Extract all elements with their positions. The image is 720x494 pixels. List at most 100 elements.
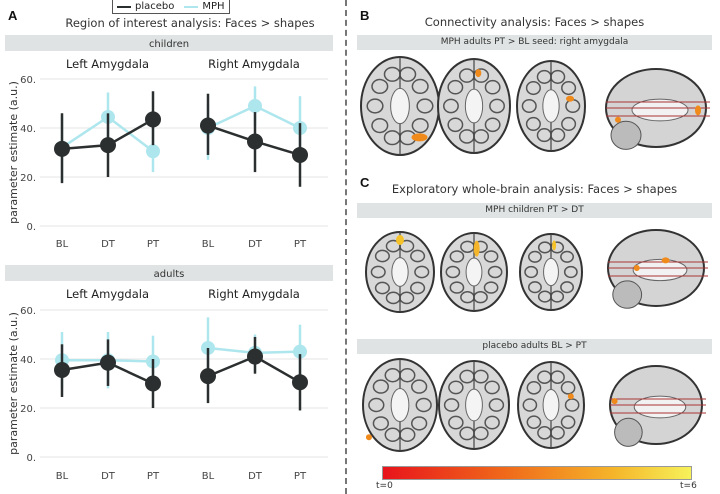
ventricle bbox=[465, 257, 483, 287]
sagittal-brain-slice bbox=[605, 68, 710, 150]
x-tick-label: DT bbox=[101, 471, 116, 482]
gyrus bbox=[560, 381, 576, 395]
gyrus bbox=[484, 79, 501, 95]
facet-title: Right Amygdala bbox=[208, 57, 300, 71]
gyrus bbox=[527, 250, 542, 263]
y-tick-label: 0. bbox=[26, 222, 36, 233]
activation-blob bbox=[566, 95, 575, 102]
gyrus bbox=[449, 250, 465, 263]
facet-title: Left Amygdala bbox=[66, 57, 149, 71]
gyrus bbox=[522, 398, 538, 412]
activation-blob bbox=[661, 257, 670, 264]
facet-strip bbox=[5, 35, 333, 51]
gyrus bbox=[563, 265, 578, 279]
gyrus bbox=[411, 117, 429, 134]
data-point bbox=[292, 374, 308, 391]
legend-swatch-mph bbox=[184, 5, 199, 8]
axial-brain-slice bbox=[362, 358, 438, 452]
data-point bbox=[247, 133, 263, 150]
ventricle bbox=[391, 257, 409, 287]
data-point bbox=[145, 111, 161, 128]
series-placebo bbox=[200, 93, 308, 187]
ventricle bbox=[464, 88, 484, 124]
series-placebo bbox=[54, 339, 161, 408]
gyrus bbox=[524, 265, 539, 279]
panel-c-strip-adults: placebo adults BL > PT bbox=[357, 339, 712, 354]
corpus-callosum bbox=[632, 258, 688, 282]
facet-strip bbox=[5, 265, 333, 281]
data-point bbox=[200, 117, 216, 134]
panel-c-strip-children: MPH children PT > DT bbox=[357, 203, 712, 218]
activation-blob bbox=[615, 116, 621, 123]
gyrus bbox=[560, 415, 576, 429]
corpus-callosum bbox=[631, 98, 689, 122]
chart-children: children 0. 20. 40. 60.parameter estimate (a… bbox=[5, 35, 333, 250]
gyrus bbox=[411, 379, 428, 394]
x-tick-label: PT bbox=[294, 239, 307, 250]
ventricle bbox=[465, 388, 483, 422]
gyrus bbox=[521, 98, 537, 114]
y-tick-label: 40. bbox=[20, 124, 36, 135]
y-tick-label: 20. bbox=[20, 404, 36, 415]
data-point bbox=[200, 368, 216, 385]
panel-c-label: C bbox=[360, 175, 370, 190]
data-point bbox=[54, 362, 70, 379]
legend-label-placebo: placebo bbox=[135, 1, 175, 12]
gyrus bbox=[560, 281, 575, 294]
x-tick-label: BL bbox=[56, 471, 69, 482]
y-axis-label: parameter estimate (a.u.) bbox=[7, 81, 20, 224]
x-tick-label: PT bbox=[147, 239, 160, 250]
gyrus bbox=[488, 398, 505, 412]
y-tick-label: 60. bbox=[20, 75, 36, 86]
data-point bbox=[146, 144, 160, 159]
colorbar-min-label: t=0 bbox=[376, 481, 393, 491]
facet-strip-label: adults bbox=[154, 269, 185, 280]
gyrus bbox=[447, 117, 464, 133]
ventricle bbox=[390, 387, 410, 423]
x-tick-label: BL bbox=[202, 471, 215, 482]
gyrus bbox=[484, 380, 500, 395]
gyrus bbox=[526, 381, 542, 395]
activation-blob bbox=[552, 240, 557, 251]
gyrus bbox=[561, 116, 577, 132]
axial-brain-slice bbox=[438, 360, 510, 450]
data-point bbox=[100, 137, 116, 154]
gyrus bbox=[489, 98, 505, 114]
cerebellum bbox=[614, 417, 643, 447]
panel-a-label: A bbox=[8, 8, 18, 23]
facet-title: Left Amygdala bbox=[66, 287, 149, 301]
x-tick-label: DT bbox=[248, 471, 263, 482]
activation-blob bbox=[633, 265, 640, 271]
x-tick-label: BL bbox=[56, 239, 69, 250]
cerebellum bbox=[612, 280, 643, 309]
ventricle bbox=[543, 257, 559, 287]
gyrus bbox=[410, 249, 426, 263]
chart-adults: adults 0. 20. 40. 60.parameter estimate (a.u… bbox=[5, 265, 333, 482]
axial-brain-slice bbox=[365, 231, 435, 313]
axial-brain-slice bbox=[440, 232, 508, 312]
facet-strip-label: children bbox=[149, 39, 189, 50]
data-point bbox=[145, 375, 161, 392]
corpus-callosum bbox=[633, 395, 687, 419]
gyrus bbox=[410, 281, 426, 295]
legend-label-mph: MPH bbox=[202, 1, 225, 12]
gyrus bbox=[445, 265, 461, 279]
activation-blob bbox=[396, 235, 404, 245]
ventricle bbox=[542, 389, 560, 421]
x-tick-label: BL bbox=[202, 239, 215, 250]
cerebellum bbox=[610, 120, 642, 150]
axial-brain-slice bbox=[360, 56, 440, 156]
gyrus bbox=[411, 416, 428, 431]
panel-b-label: B bbox=[360, 8, 370, 23]
gyrus bbox=[416, 98, 434, 114]
sagittal-brain-slice bbox=[609, 365, 706, 447]
activation-blob bbox=[695, 105, 701, 116]
sagittal-brain-slice bbox=[607, 229, 708, 309]
panel-a-title: Region of interest analysis: Faces > sha… bbox=[65, 16, 315, 30]
gyrus bbox=[411, 78, 429, 95]
data-point bbox=[247, 348, 263, 365]
x-tick-label: DT bbox=[248, 239, 263, 250]
gyrus bbox=[371, 78, 389, 95]
gyrus bbox=[374, 281, 390, 295]
y-tick-label: 40. bbox=[20, 355, 36, 366]
